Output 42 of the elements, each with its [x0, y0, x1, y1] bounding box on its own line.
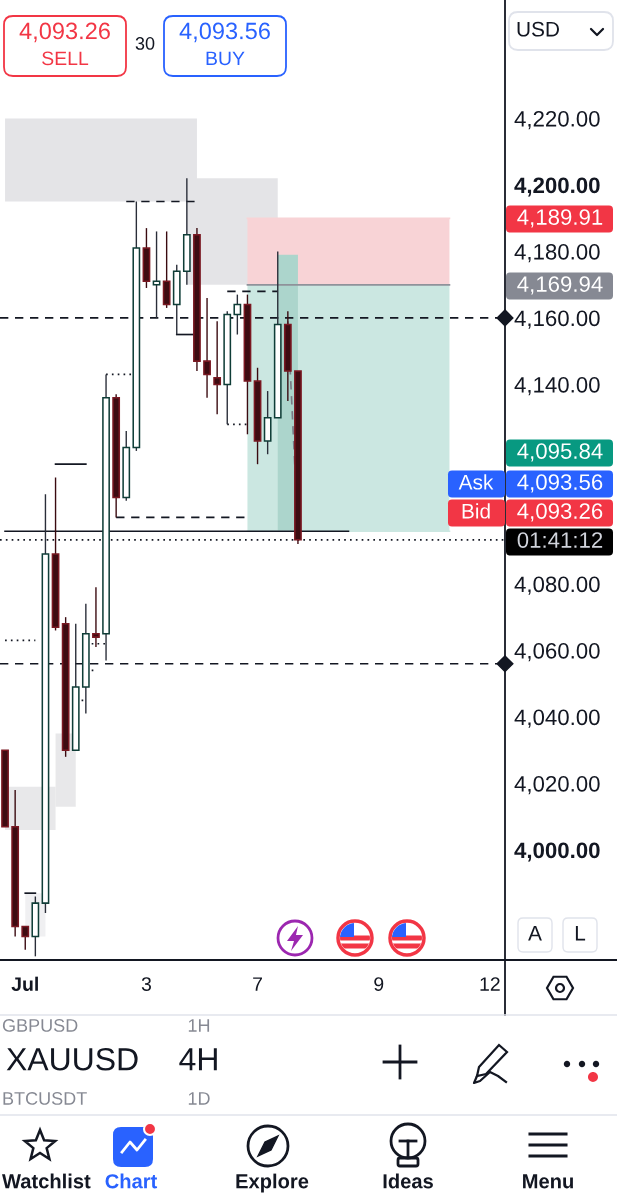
annotation: Bid — [462, 503, 490, 519]
annotation: Ask — [458, 474, 494, 490]
annotation: 30 — [135, 37, 155, 50]
y-tick-label: 4,060.00 — [514, 642, 600, 662]
text: 01:41:12 — [517, 532, 603, 548]
text: Explore — [236, 1173, 309, 1193]
y-tick-label: 4,220.00 — [514, 110, 600, 130]
text: 4,093.26 — [517, 503, 603, 522]
x-tick-label: 12 — [480, 977, 500, 991]
x-tick-label: 9 — [374, 977, 384, 991]
y-tick-label: 4,000.00 — [514, 842, 600, 862]
annotation: 4,093.56 — [179, 22, 270, 43]
text: 4,189.91 — [517, 209, 603, 228]
y-tick-label: 4,020.00 — [514, 775, 600, 795]
text: XAUUSD — [6, 1047, 138, 1071]
text: 4,095.84 — [517, 443, 603, 462]
text: GBPUSD — [2, 1019, 78, 1032]
text: Menu — [523, 1174, 573, 1189]
y-tick-label: 4,080.00 — [514, 576, 600, 595]
x-tick-label: 7 — [253, 977, 262, 991]
text: Chart — [105, 1173, 158, 1189]
text: L — [575, 926, 586, 941]
text: USD — [517, 21, 559, 37]
text: Watchlist — [2, 1173, 91, 1189]
annotation: BUY — [206, 51, 245, 66]
annotation: SELL — [42, 51, 89, 66]
text: 4H — [179, 1048, 217, 1071]
y-tick-label: 4,180.00 — [514, 243, 600, 263]
x-tick-label: 3 — [141, 977, 151, 991]
text: A — [528, 926, 542, 941]
y-tick-label: 4,160.00 — [514, 310, 600, 329]
annotation: 4,093.26 — [19, 22, 110, 43]
y-tick-label: 4,200.00 — [514, 177, 600, 197]
x-tick-label: Jul — [11, 976, 38, 991]
text: 1H — [188, 1019, 210, 1032]
text: BTCUSDT — [3, 1092, 87, 1105]
text: 1D — [188, 1092, 210, 1105]
text: Ideas — [383, 1173, 433, 1189]
y-tick-label: 4,040.00 — [514, 709, 600, 728]
text: 4,093.56 — [517, 474, 603, 493]
text: 4,169.94 — [517, 276, 603, 295]
y-tick-label: 4,140.00 — [514, 376, 600, 396]
